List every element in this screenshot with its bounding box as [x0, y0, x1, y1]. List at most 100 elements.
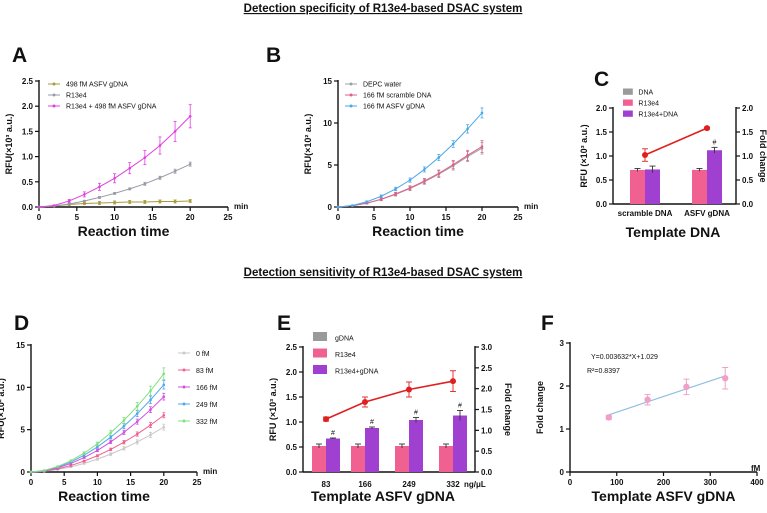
- series-line: [30, 373, 165, 473]
- series-line: [30, 414, 165, 473]
- y-tick-label: 1.0: [596, 152, 608, 161]
- x-tick-label: 15: [442, 213, 451, 222]
- panel-label-e: E: [277, 312, 291, 335]
- x-unit-label: min: [203, 467, 217, 476]
- y-tick-label-right: 0.0: [742, 200, 754, 209]
- bar: [409, 420, 423, 472]
- legend-marker: [182, 351, 186, 355]
- bar: [439, 446, 453, 472]
- y-tick-label-right: 0.0: [481, 468, 493, 477]
- x-tick-label: 10: [406, 213, 415, 222]
- y-tick-label: 10: [16, 383, 25, 392]
- legend-label: gDNA: [335, 336, 354, 343]
- data-point: [644, 396, 651, 403]
- data-point: [605, 414, 613, 421]
- x-tick-label: 0: [336, 213, 341, 222]
- legend-marker: [52, 82, 56, 86]
- legend-label: R13e4 + 498 fM ASFV gDNA: [66, 103, 157, 110]
- x-axis-label: Template ASFV gDNA: [592, 488, 736, 504]
- significance-mark: #: [713, 139, 717, 146]
- bar: [645, 169, 660, 204]
- legend-marker: [52, 93, 56, 97]
- y-axis-label: RFU(×10³ a.u.): [4, 114, 14, 175]
- legend-marker: [182, 368, 186, 372]
- series-line: [38, 115, 191, 208]
- legend-label: 166 fM scramble DNA: [363, 92, 432, 99]
- legend-swatch: [623, 99, 633, 106]
- x-tick-label: 200: [657, 478, 671, 487]
- x-tick-label: 25: [514, 213, 523, 222]
- legend-label: 0 fM: [196, 351, 210, 358]
- x-tick-label: 10: [93, 478, 102, 487]
- panel-label-d: D: [14, 312, 29, 335]
- series-line: [30, 396, 165, 473]
- legend-label: 332 fM: [196, 419, 218, 426]
- panel-label-a: A: [12, 44, 27, 67]
- specificity-section-title: Detection specificity of R13e4-based DSA…: [244, 3, 523, 15]
- x-axis-label: Reaction time: [78, 223, 170, 239]
- legend-label: 166 fM: [196, 385, 218, 392]
- bar: [707, 150, 722, 204]
- legend-label: 166 fM ASFV gDNA: [363, 103, 425, 110]
- fold-change-line: [325, 380, 454, 420]
- significance-mark: #: [414, 410, 418, 417]
- bar: [453, 415, 467, 472]
- legend-marker: [349, 93, 353, 97]
- y-tick-label: 2.0: [22, 102, 34, 111]
- fold-change-point: [704, 125, 710, 132]
- legend-label: R13e4+gDNA: [335, 369, 379, 376]
- fold-change-point: [406, 386, 412, 393]
- significance-mark: #: [331, 430, 335, 437]
- fit-equation: Y=0.003632*X+1.029: [591, 354, 658, 361]
- x-tick-label: 15: [148, 213, 157, 222]
- series-line: [38, 163, 191, 208]
- fold-change-line: [644, 127, 708, 156]
- x-tick-label: 83: [322, 480, 331, 489]
- data-point: [722, 375, 729, 382]
- x-tick-label: 0: [37, 213, 42, 222]
- y-tick-label-right: 1.0: [742, 152, 754, 161]
- y-tick-label: 1.0: [286, 418, 298, 427]
- y-tick-label-right: 2.5: [481, 364, 493, 373]
- y-tick-label: 0: [328, 203, 333, 212]
- legend-marker: [182, 385, 186, 389]
- legend-marker: [182, 419, 186, 423]
- x-tick-label: 300: [704, 478, 718, 487]
- series-line: [337, 147, 483, 208]
- y-axis-label: RFU (×10³ a.u.): [579, 124, 589, 187]
- x-tick-label: scramble DNA: [618, 209, 673, 218]
- significance-mark: #: [370, 419, 374, 426]
- y-tick-label-right: 2.0: [742, 104, 754, 113]
- x-unit-label: min: [524, 202, 538, 211]
- bar: [312, 446, 326, 472]
- legend-label: R13e4: [66, 92, 87, 99]
- y-tick-label: 15: [16, 341, 25, 350]
- series-line: [337, 112, 483, 208]
- x-tick-label: ASFV gDNA: [684, 209, 730, 218]
- series-line: [30, 426, 165, 473]
- y-tick-label-right: 0.5: [481, 447, 493, 456]
- y-tick-label: 1.5: [286, 393, 298, 402]
- x-unit-label: min: [234, 202, 248, 211]
- legend-swatch: [313, 332, 327, 341]
- x-tick-label: 20: [478, 213, 487, 222]
- legend-marker: [182, 402, 186, 406]
- y-tick-label: 0.0: [596, 200, 608, 209]
- y-tick-label-right: 2.0: [481, 385, 493, 394]
- x-tick-label: 25: [224, 213, 233, 222]
- x-unit-label: fM: [751, 464, 761, 473]
- x-tick-label: 15: [126, 478, 135, 487]
- y-tick-label: 10: [323, 119, 332, 128]
- legend-label: R13e4: [335, 352, 356, 359]
- x-axis-label: Template DNA: [626, 224, 721, 240]
- x-axis-label: Reaction time: [58, 488, 150, 504]
- x-tick-label: 0: [29, 478, 34, 487]
- data-point: [683, 383, 690, 391]
- y-tick-label: 15: [323, 77, 332, 86]
- fold-change-point: [362, 399, 368, 405]
- y-tick-label: 1: [560, 425, 565, 434]
- x-tick-label: 5: [75, 213, 80, 222]
- panel-label-b: B: [266, 44, 281, 67]
- bar: [692, 169, 707, 204]
